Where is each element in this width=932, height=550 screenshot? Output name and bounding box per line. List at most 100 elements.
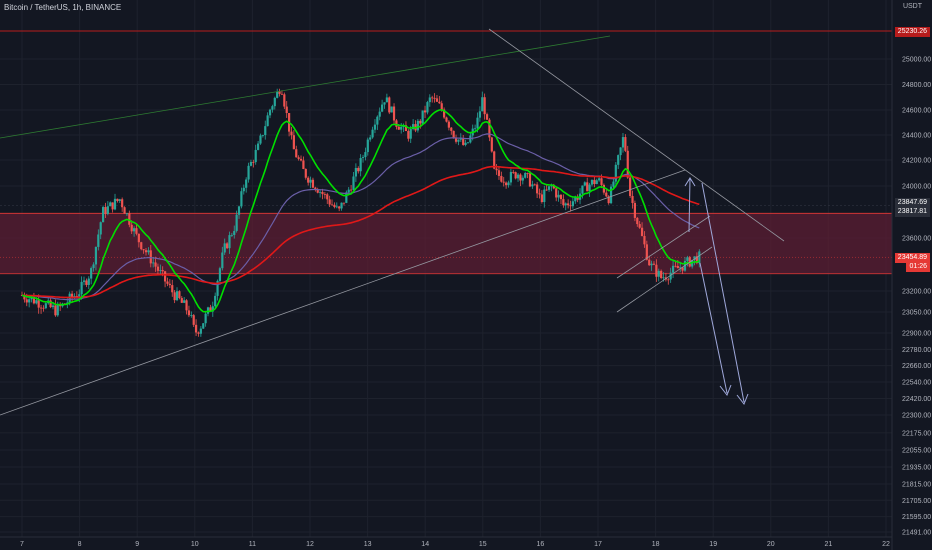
- candle-body: [490, 137, 493, 152]
- candle-body: [178, 291, 181, 299]
- candle-body: [113, 198, 117, 210]
- candle-body: [142, 249, 145, 251]
- candle-body: [116, 198, 119, 201]
- candle-body: [304, 169, 307, 178]
- candle-body: [276, 91, 279, 98]
- candle-body: [598, 178, 601, 181]
- candle-body: [509, 171, 512, 183]
- y-tick-label: 21815.00: [902, 482, 931, 489]
- candle-body: [464, 142, 467, 145]
- candle-body: [645, 244, 648, 260]
- candle-body: [338, 206, 341, 209]
- candle-body: [674, 265, 677, 267]
- candle-body: [485, 114, 489, 120]
- candle-body: [593, 179, 596, 185]
- candle-body: [261, 135, 264, 136]
- y-tick-label: 21935.00: [902, 465, 931, 472]
- y-tick-label: 22660.00: [902, 363, 931, 370]
- candle-body: [54, 305, 57, 316]
- candle-body: [679, 267, 682, 269]
- candle-body: [330, 204, 334, 206]
- candle-body: [617, 155, 620, 165]
- candle-body: [412, 124, 415, 130]
- candle-body: [175, 291, 179, 301]
- candle-body: [242, 187, 245, 192]
- candle-body: [516, 174, 520, 179]
- candle-body: [121, 199, 124, 208]
- candle-body: [94, 246, 98, 265]
- candle-body: [588, 184, 591, 192]
- y-tick-label: 23600.00: [902, 236, 931, 243]
- candle-body: [319, 191, 322, 193]
- candle-body: [369, 137, 372, 140]
- x-tick-label: 8: [78, 541, 82, 548]
- candle-body: [192, 315, 195, 325]
- candle-body: [567, 203, 570, 206]
- candle-body: [652, 263, 656, 265]
- candle-body: [297, 157, 300, 159]
- candle-body: [90, 268, 93, 279]
- candle-body: [538, 193, 541, 195]
- candle-body: [512, 171, 515, 173]
- x-tick-label: 22: [882, 541, 890, 548]
- candle-body: [347, 189, 350, 193]
- candle-body: [106, 206, 109, 214]
- y-tick-label: 24000.00: [902, 184, 931, 191]
- candle-body: [163, 271, 167, 282]
- y-tick-label: 22175.00: [902, 430, 931, 437]
- candle-body: [698, 251, 701, 264]
- candle-body: [273, 97, 276, 107]
- candle-body: [633, 203, 637, 218]
- y-tick-label: 23050.00: [902, 310, 931, 317]
- candle-body: [600, 178, 603, 185]
- candle-body: [99, 222, 102, 235]
- candle-body: [564, 203, 567, 206]
- candle-body: [101, 207, 105, 223]
- candle-body: [247, 165, 250, 180]
- candle-body: [354, 168, 357, 177]
- candle-body: [569, 205, 572, 207]
- candle-body: [125, 213, 129, 215]
- candle-body: [385, 97, 388, 103]
- candle-body: [345, 192, 348, 203]
- candle-body: [85, 280, 88, 285]
- candle-body: [197, 332, 200, 334]
- y-tick-label: 25000.00: [902, 57, 931, 64]
- candle-body: [447, 121, 450, 128]
- x-tick-label: 11: [249, 541, 256, 548]
- candle-body: [404, 125, 408, 132]
- candle-body: [235, 214, 238, 231]
- candle-body: [49, 300, 52, 308]
- candle-body: [526, 173, 529, 174]
- candle-body: [605, 192, 608, 197]
- candle-body: [161, 270, 164, 272]
- candle-body: [340, 202, 343, 209]
- candle-body: [149, 250, 152, 264]
- price-tag-level2: 23817.81: [894, 207, 930, 217]
- upper-trendline: [0, 35, 611, 139]
- chart-title: Bitcoin / TetherUS, 1h, BINANCE: [4, 3, 122, 12]
- candle-body: [650, 263, 653, 266]
- candle-body: [614, 164, 617, 182]
- candle-body: [209, 307, 212, 312]
- candle-body: [283, 94, 286, 107]
- candle-body: [500, 175, 503, 182]
- candle-body: [350, 189, 353, 191]
- x-tick-label: 13: [364, 541, 372, 548]
- candle-body: [454, 137, 458, 142]
- candle-body: [533, 184, 536, 186]
- candle-body: [290, 131, 293, 136]
- candle-body: [70, 293, 74, 298]
- x-tick-label: 18: [652, 541, 660, 548]
- candle-body: [271, 106, 274, 110]
- candle-body: [514, 172, 517, 179]
- candle-body: [507, 182, 510, 186]
- candle-body: [39, 307, 43, 309]
- candle-body: [686, 257, 689, 261]
- candle-body: [228, 235, 231, 249]
- candle-body: [316, 189, 319, 193]
- candle-body: [42, 307, 45, 309]
- candle-body: [571, 201, 574, 207]
- candle-body: [259, 135, 262, 144]
